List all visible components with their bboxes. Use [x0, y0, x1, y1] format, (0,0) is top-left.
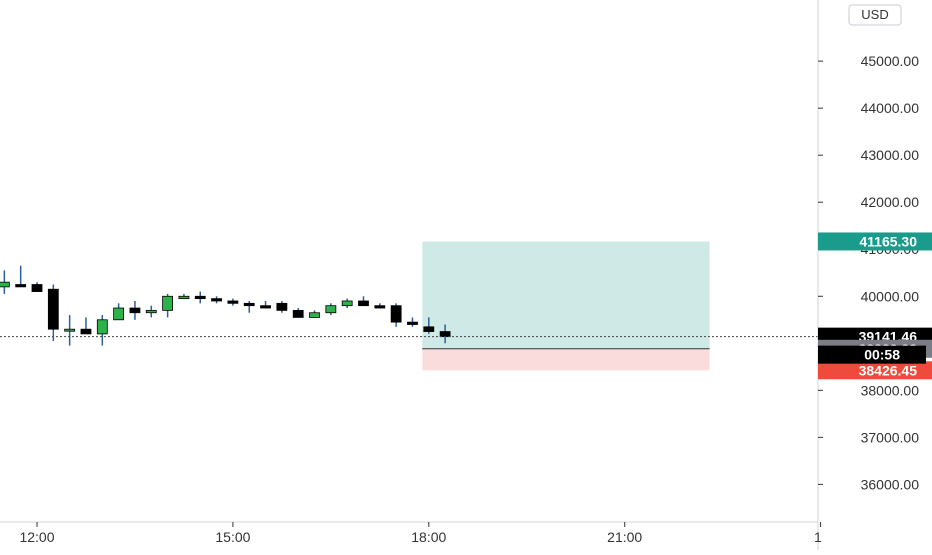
- candle-body-down: [47, 288, 59, 330]
- candle-body-up: [325, 305, 337, 314]
- price-tick-label: 36000.00: [861, 476, 920, 492]
- candle: [423, 317, 435, 334]
- candle-body-down: [276, 302, 288, 311]
- time-tick-label: 15:00: [215, 529, 250, 545]
- candle: [341, 298, 353, 309]
- price-tick-label: 40000.00: [861, 288, 920, 304]
- candle-body-down: [15, 284, 27, 288]
- candle: [227, 298, 239, 306]
- candle-body-down: [31, 284, 43, 292]
- candle: [129, 300, 141, 320]
- candle: [260, 300, 271, 309]
- time-tick-label: 21:00: [607, 529, 642, 545]
- time-tick-label: 18:00: [411, 529, 446, 545]
- price-tick-label: 37000.00: [861, 429, 920, 445]
- price-tick-label: 44000.00: [861, 100, 920, 116]
- candle-body-down: [227, 300, 239, 304]
- candle: [309, 310, 320, 318]
- price-label-badge: 41165.30: [818, 232, 932, 251]
- countdown-text: 00:58: [864, 347, 900, 363]
- position-layer: [422, 241, 710, 371]
- profit-zone[interactable]: [422, 241, 710, 349]
- time-tick-label: 1: [814, 529, 822, 545]
- candle-body-down: [211, 298, 222, 302]
- candle: [194, 291, 206, 304]
- candle-body-up: [162, 295, 174, 311]
- countdown-badge: 00:58: [818, 345, 926, 364]
- price-label-background: [818, 232, 932, 251]
- candle-body-down: [374, 305, 386, 309]
- candle: [96, 315, 108, 346]
- candle-body-up: [0, 281, 10, 288]
- candle: [0, 270, 10, 294]
- time-tick-label: 12:00: [19, 529, 54, 545]
- candle-body-down: [243, 302, 255, 307]
- currency-label: USD: [861, 7, 888, 22]
- price-label-text: 38426.45: [859, 362, 918, 378]
- candle-body-down: [358, 300, 369, 307]
- candle: [374, 303, 386, 309]
- loss-zone[interactable]: [422, 348, 710, 371]
- candle: [358, 296, 369, 307]
- candle-body-down: [423, 326, 435, 332]
- candle-body-up: [145, 309, 157, 314]
- price-tick-label: 43000.00: [861, 147, 920, 163]
- candle-body-down: [390, 305, 402, 323]
- candle: [292, 308, 304, 318]
- candles-layer: [0, 265, 451, 346]
- candle: [178, 293, 190, 300]
- candle-body-down: [194, 295, 206, 300]
- countdown-background: [818, 345, 926, 364]
- candle: [15, 265, 27, 288]
- candle: [325, 303, 337, 316]
- candle: [390, 303, 402, 327]
- candle: [113, 303, 125, 321]
- candle-body-down: [80, 328, 92, 335]
- price-tick-label: 38000.00: [861, 382, 920, 398]
- candle: [407, 317, 418, 327]
- candle: [276, 300, 288, 313]
- candle-body-up: [64, 328, 76, 332]
- candle: [162, 293, 174, 318]
- candle: [64, 315, 76, 346]
- price-label-text: 41165.30: [859, 233, 917, 249]
- price-label-background: [818, 361, 932, 380]
- candle-body-up: [96, 319, 108, 335]
- candle-body-down: [260, 305, 271, 309]
- candle: [243, 300, 255, 313]
- price-tick-label: 45000.00: [861, 53, 920, 69]
- candle: [31, 282, 43, 292]
- price-label-badge: 38426.45: [818, 361, 932, 380]
- candle: [145, 305, 157, 318]
- candle: [47, 284, 59, 341]
- candle-body-up: [113, 307, 125, 321]
- candle-body-down: [129, 307, 141, 314]
- candle-body-up: [178, 295, 190, 300]
- candle-body-down: [439, 331, 451, 338]
- candle: [80, 317, 92, 335]
- candle-body-down: [292, 309, 304, 318]
- candle-body-up: [309, 312, 320, 318]
- currency-button[interactable]: USD: [848, 4, 902, 26]
- price-tick-label: 42000.00: [861, 194, 920, 210]
- candle: [211, 296, 222, 304]
- time-axis[interactable]: 12:00 15:00 18:00 21:00 1: [19, 522, 822, 545]
- candle-body-up: [341, 300, 353, 307]
- candle-body-down: [407, 321, 418, 325]
